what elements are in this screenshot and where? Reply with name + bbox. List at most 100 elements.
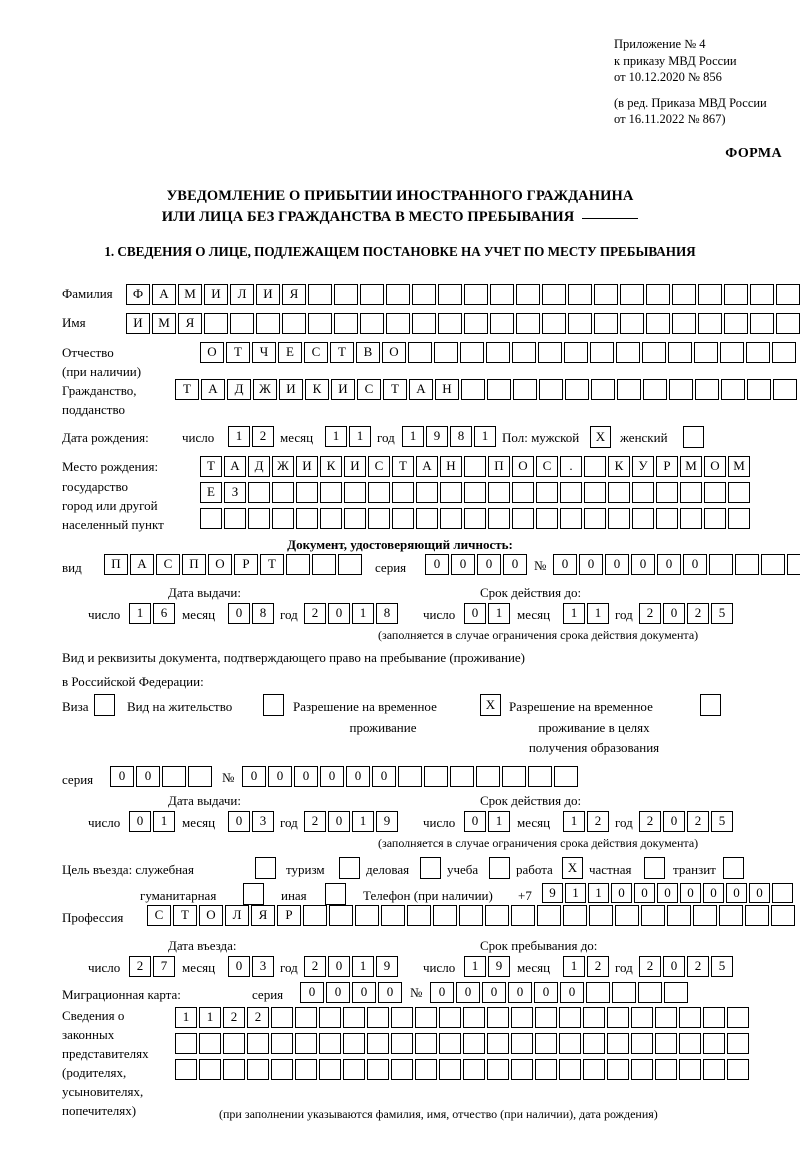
profession-cell-5[interactable]: Я <box>251 905 275 926</box>
legal-rep-r2-cell-21[interactable] <box>655 1033 677 1054</box>
surname-cell-4[interactable]: И <box>204 284 228 305</box>
birthplace-r2-cell-6[interactable] <box>320 482 342 503</box>
stay-month-1[interactable]: 1 <box>563 956 585 977</box>
migration-series-cell-3[interactable]: 0 <box>352 982 376 1003</box>
phone-cell-1[interactable]: 9 <box>542 883 563 903</box>
patronymic-cell-23[interactable] <box>772 342 796 363</box>
profession-cell-19[interactable] <box>615 905 639 926</box>
birthplace-r3-cell-18[interactable] <box>608 508 630 529</box>
birthplace-r2-cell-1[interactable]: Е <box>200 482 222 503</box>
phone-cell-3[interactable]: 1 <box>588 883 609 903</box>
legal-rep-r1-cell-13[interactable] <box>463 1007 485 1028</box>
entry-year-4[interactable]: 9 <box>376 956 398 977</box>
phone-cell-5[interactable]: 0 <box>634 883 655 903</box>
purpose-private-checkbox[interactable] <box>644 857 665 879</box>
purpose-business-checkbox[interactable] <box>420 857 441 879</box>
stay-year-4[interactable]: 5 <box>711 956 733 977</box>
permit-issue-day-1[interactable]: 0 <box>129 811 151 832</box>
birthplace-r3-cell-4[interactable] <box>272 508 294 529</box>
birthplace-r1-cell-5[interactable]: И <box>296 456 318 477</box>
citizenship-cell-2[interactable]: А <box>201 379 225 400</box>
birthplace-r2-cell-11[interactable] <box>440 482 462 503</box>
surname-cell-16[interactable] <box>516 284 540 305</box>
doc-kind-cell-1[interactable]: П <box>104 554 128 575</box>
birthplace-r1-cell-9[interactable]: Т <box>392 456 414 477</box>
legal-rep-r1-cell-8[interactable] <box>343 1007 365 1028</box>
entry-month-2[interactable]: 3 <box>252 956 274 977</box>
citizenship-cell-17[interactable] <box>591 379 615 400</box>
doc-number-cell-10[interactable] <box>787 554 800 575</box>
firstname-cell-9[interactable] <box>334 313 358 334</box>
stay-day-1[interactable]: 1 <box>464 956 486 977</box>
citizenship-cell-7[interactable]: И <box>331 379 355 400</box>
birthplace-r1-cell-20[interactable]: Р <box>656 456 678 477</box>
doc-issue-year-1[interactable]: 2 <box>304 603 326 624</box>
birthplace-r3-cell-15[interactable] <box>536 508 558 529</box>
patronymic-cell-22[interactable] <box>746 342 770 363</box>
entry-day-1[interactable]: 2 <box>129 956 151 977</box>
doc-series-cell-1[interactable]: 0 <box>425 554 449 575</box>
citizenship-cell-1[interactable]: Т <box>175 379 199 400</box>
profession-cell-10[interactable] <box>381 905 405 926</box>
citizenship-cell-3[interactable]: Д <box>227 379 251 400</box>
firstname-cell-17[interactable] <box>542 313 566 334</box>
doc-series-cell-4[interactable]: 0 <box>503 554 527 575</box>
profession-cell-14[interactable] <box>485 905 509 926</box>
patronymic-cell-2[interactable]: Т <box>226 342 250 363</box>
birthplace-r3-cell-2[interactable] <box>224 508 246 529</box>
birthplace-r3-cell-20[interactable] <box>656 508 678 529</box>
citizenship-cell-9[interactable]: Т <box>383 379 407 400</box>
legal-rep-r2-cell-3[interactable] <box>223 1033 245 1054</box>
legal-rep-r3-cell-20[interactable] <box>631 1059 653 1080</box>
patronymic-cell-3[interactable]: Ч <box>252 342 276 363</box>
birthplace-cells-row-3[interactable] <box>200 508 750 529</box>
permit-issue-day-2[interactable]: 1 <box>153 811 175 832</box>
birthplace-r3-cell-19[interactable] <box>632 508 654 529</box>
profession-cell-3[interactable]: О <box>199 905 223 926</box>
doc-issue-month-2[interactable]: 8 <box>252 603 274 624</box>
citizenship-cell-5[interactable]: И <box>279 379 303 400</box>
permit-valid-month-1[interactable]: 1 <box>563 811 585 832</box>
doc-valid-year-4[interactable]: 5 <box>711 603 733 624</box>
legal-rep-r3-cell-5[interactable] <box>271 1059 293 1080</box>
birthplace-r3-cell-17[interactable] <box>584 508 606 529</box>
doc-kind-cell-9[interactable] <box>312 554 336 575</box>
birthplace-r2-cell-3[interactable] <box>248 482 270 503</box>
legal-rep-r1-cell-11[interactable] <box>415 1007 437 1028</box>
surname-cell-9[interactable] <box>334 284 358 305</box>
birth-year-1[interactable]: 1 <box>402 426 424 447</box>
firstname-cell-6[interactable] <box>256 313 280 334</box>
legal-rep-r1-cell-6[interactable] <box>295 1007 317 1028</box>
permit-issue-year-4[interactable]: 9 <box>376 811 398 832</box>
firstname-cell-26[interactable] <box>776 313 800 334</box>
permit-number-cell-9[interactable] <box>450 766 474 787</box>
firstname-cell-8[interactable] <box>308 313 332 334</box>
legal-rep-r2-cell-24[interactable] <box>727 1033 749 1054</box>
migration-number-cell-10[interactable] <box>664 982 688 1003</box>
patronymic-cell-8[interactable]: О <box>382 342 406 363</box>
surname-cell-11[interactable] <box>386 284 410 305</box>
birthplace-r1-cell-13[interactable]: П <box>488 456 510 477</box>
patronymic-cell-12[interactable] <box>486 342 510 363</box>
doc-issue-year-2[interactable]: 0 <box>328 603 350 624</box>
patronymic-cell-11[interactable] <box>460 342 484 363</box>
phone-cell-6[interactable]: 0 <box>657 883 678 903</box>
doc-valid-year-2[interactable]: 0 <box>663 603 685 624</box>
patronymic-cell-21[interactable] <box>720 342 744 363</box>
birthplace-r2-cell-18[interactable] <box>608 482 630 503</box>
surname-cell-24[interactable] <box>724 284 748 305</box>
legal-rep-r2-cell-20[interactable] <box>631 1033 653 1054</box>
migration-number-cell-8[interactable] <box>612 982 636 1003</box>
surname-cell-2[interactable]: А <box>152 284 176 305</box>
profession-cell-20[interactable] <box>641 905 665 926</box>
birthplace-r1-cell-23[interactable]: М <box>728 456 750 477</box>
firstname-cell-22[interactable] <box>672 313 696 334</box>
citizenship-cell-20[interactable] <box>669 379 693 400</box>
doc-kind-cell-7[interactable]: Т <box>260 554 284 575</box>
permit-number-cell-11[interactable] <box>502 766 526 787</box>
